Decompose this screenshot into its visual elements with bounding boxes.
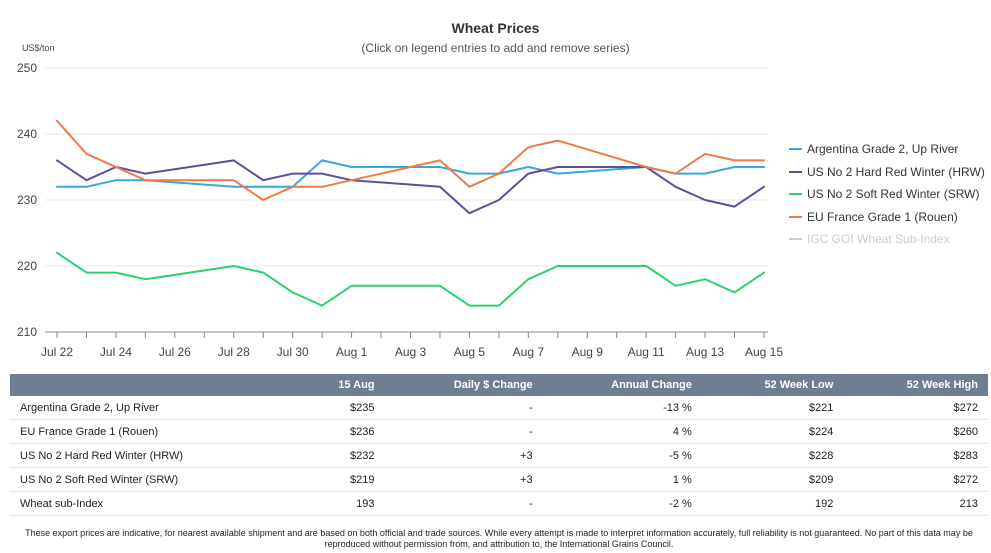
row-price: 193 [290, 491, 385, 516]
row-annual-change: -5 % [542, 443, 702, 468]
row-name: US No 2 Soft Red Winter (SRW) [10, 467, 291, 492]
legend-item-0[interactable]: Argentina Grade 2, Up River [789, 138, 989, 161]
y-axis-unit-label: US$/ton [22, 43, 55, 53]
x-tick-label: Aug 5 [454, 345, 486, 359]
row-52-week-high: $283 [843, 443, 988, 468]
row-annual-change: 4 % [542, 419, 702, 444]
row-annual-change: -2 % [542, 491, 702, 516]
legend-label: US No 2 Soft Red Winter (SRW) [807, 187, 980, 202]
y-tick-label: 250 [17, 61, 37, 75]
row-52-week-low: $224 [701, 419, 844, 444]
series-line-3 [56, 119, 765, 201]
disclaimer-text: These export prices are indicative, for … [25, 528, 973, 549]
series-line-0 [56, 159, 765, 188]
row-price: $236 [290, 419, 385, 444]
y-tick-label: 230 [17, 193, 37, 207]
row-price: $232 [290, 443, 385, 468]
chart-subtitle: (Click on legend entries to add and remo… [361, 41, 630, 55]
x-tick-label: Jul 26 [159, 345, 191, 359]
row-52-week-low: $209 [701, 467, 844, 492]
header-price: 15 Aug [290, 374, 385, 396]
row-annual-change: -13 % [542, 396, 702, 420]
x-tick-label: Aug 15 [745, 345, 783, 359]
row-annual-change: 1 % [542, 467, 702, 492]
legend-item-4[interactable]: IGC GOI Wheat Sub-Index [789, 228, 989, 251]
header-daily-change: Daily $ Change [384, 374, 543, 396]
table-row: Argentina Grade 2, Up River $235 - -13 %… [10, 396, 988, 420]
chart-legend: Argentina Grade 2, Up River US No 2 Hard … [789, 138, 989, 251]
x-tick-label: Aug 1 [336, 345, 368, 359]
legend-label: US No 2 Hard Red Winter (HRW) [807, 164, 985, 179]
legend-label: IGC GOI Wheat Sub-Index [807, 232, 950, 247]
table-row: US No 2 Hard Red Winter (HRW) $232 +3 -5… [10, 443, 988, 468]
wheat-price-chart: Wheat Prices (Click on legend entries to… [17, 20, 989, 359]
header-52-week-low: 52 Week Low [701, 374, 844, 396]
legend-swatch [789, 170, 802, 173]
series-line-2 [56, 251, 765, 307]
legend-swatch [789, 193, 802, 196]
legend-item-2[interactable]: US No 2 Soft Red Winter (SRW) [789, 183, 989, 206]
x-tick-label: Jul 30 [277, 345, 309, 359]
table-row: US No 2 Soft Red Winter (SRW) $219 +3 1 … [10, 467, 988, 492]
series-line-1 [56, 159, 765, 215]
x-tick-label: Jul 22 [41, 345, 73, 359]
legend-label: Argentina Grade 2, Up River [807, 142, 959, 157]
row-52-week-high: $272 [843, 467, 988, 492]
header-name [10, 374, 291, 396]
x-tick-label: Jul 28 [218, 345, 250, 359]
x-tick-label: Aug 3 [395, 345, 427, 359]
header-52-week-high: 52 Week High [843, 374, 988, 396]
header-annual-change: Annual Change [542, 374, 702, 396]
row-price: $235 [290, 396, 385, 420]
row-name: EU France Grade 1 (Rouen) [10, 419, 291, 444]
row-daily-change: +3 [384, 443, 543, 468]
y-tick-label: 220 [17, 259, 37, 273]
x-tick-label: Aug 13 [686, 345, 724, 359]
row-52-week-low: 192 [701, 491, 844, 516]
x-tick-label: Aug 11 [628, 345, 665, 359]
row-name: Wheat sub-Index [10, 491, 291, 516]
price-table: 15 Aug Daily $ Change Annual Change 52 W… [10, 374, 988, 516]
table-row: Wheat sub-Index 193 - -2 % 192 213 [10, 491, 988, 516]
row-name: US No 2 Hard Red Winter (HRW) [10, 443, 291, 468]
chart-plot: 210 220 230 240 250 Jul 22 Jul 24 Jul 26 Jul 28 J… [17, 61, 783, 359]
row-name: Argentina Grade 2, Up River [10, 396, 291, 420]
chart-title: Wheat Prices [451, 20, 540, 36]
row-52-week-low: $228 [701, 443, 844, 468]
row-52-week-high: 213 [843, 491, 988, 516]
row-price: $219 [290, 467, 385, 492]
row-52-week-high: $260 [843, 419, 988, 444]
x-tick-label: Aug 9 [572, 345, 604, 359]
legend-item-1[interactable]: US No 2 Hard Red Winter (HRW) [789, 161, 989, 184]
row-daily-change: - [384, 396, 543, 420]
legend-swatch [789, 238, 802, 241]
row-52-week-low: $221 [701, 396, 844, 420]
legend-label: EU France Grade 1 (Rouen) [807, 209, 958, 224]
table-header-row: 15 Aug Daily $ Change Annual Change 52 W… [10, 374, 988, 396]
row-daily-change: - [384, 419, 543, 444]
legend-swatch [789, 148, 802, 151]
x-tick-label: Aug 7 [513, 345, 545, 359]
y-tick-label: 240 [17, 127, 37, 141]
row-daily-change: - [384, 491, 543, 516]
y-tick-label: 210 [17, 325, 37, 339]
x-tick-label: Jul 24 [100, 345, 132, 359]
legend-item-3[interactable]: EU France Grade 1 (Rouen) [789, 206, 989, 229]
row-daily-change: +3 [384, 467, 543, 492]
row-52-week-high: $272 [843, 396, 988, 420]
table-row: EU France Grade 1 (Rouen) $236 - 4 % $22… [10, 419, 988, 444]
legend-swatch [789, 215, 802, 218]
